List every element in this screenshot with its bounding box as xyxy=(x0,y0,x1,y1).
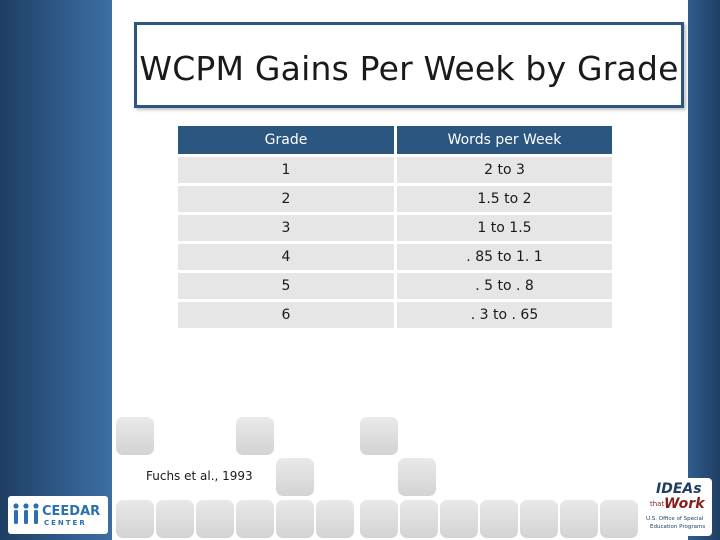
slide-title: WCPM Gains Per Week by Grade xyxy=(139,49,679,88)
grade-cell: 3 xyxy=(178,212,397,241)
decorative-block xyxy=(560,500,598,538)
title-box: WCPM Gains Per Week by Grade xyxy=(134,22,684,108)
table-row: 2 1.5 to 2 xyxy=(178,183,612,212)
decorative-block xyxy=(276,458,314,496)
ceedar-subtitle: CENTER xyxy=(44,519,87,527)
grade-cell: 6 xyxy=(178,299,397,328)
ideas-that-work-logo: IDEAs that Work U.S. Office of Special E… xyxy=(640,478,712,536)
words-cell: 1.5 to 2 xyxy=(397,183,612,212)
words-cell: . 85 to 1. 1 xyxy=(397,241,612,270)
ceedar-logo: CEEDAR CENTER xyxy=(8,496,108,534)
decorative-block xyxy=(520,500,558,538)
grade-cell: 4 xyxy=(178,241,397,270)
decorative-block xyxy=(236,417,274,455)
grade-cell: 1 xyxy=(178,154,397,183)
ideas-work: Work xyxy=(664,496,705,512)
table-row: 3 1 to 1.5 xyxy=(178,212,612,241)
decorative-block xyxy=(276,500,314,538)
table-row: 5 . 5 to . 8 xyxy=(178,270,612,299)
gains-table: Grade Words per Week 1 2 to 3 2 1.5 to 2… xyxy=(178,126,612,328)
words-cell: 2 to 3 xyxy=(397,154,612,183)
decorative-block xyxy=(398,458,436,496)
decorative-block xyxy=(316,500,354,538)
table-row: 1 2 to 3 xyxy=(178,154,612,183)
header-grade: Grade xyxy=(178,126,397,154)
ideas-that: that xyxy=(650,500,665,508)
decorative-block xyxy=(360,417,398,455)
citation: Fuchs et al., 1993 xyxy=(146,469,253,483)
grade-cell: 5 xyxy=(178,270,397,299)
ideas-caption-2: Education Programs xyxy=(650,524,706,530)
people-icon xyxy=(13,503,39,524)
words-cell: . 5 to . 8 xyxy=(397,270,612,299)
ideas-wordmark: IDEAs xyxy=(656,481,702,497)
table-header-row: Grade Words per Week xyxy=(178,126,612,154)
ceedar-wordmark: CEEDAR xyxy=(42,504,101,519)
words-cell: . 3 to . 65 xyxy=(397,299,612,328)
words-cell: 1 to 1.5 xyxy=(397,212,612,241)
decorative-block xyxy=(156,500,194,538)
right-decorative-bar xyxy=(688,0,720,540)
decorative-blocks xyxy=(112,415,688,540)
ideas-caption-1: U.S. Office of Special xyxy=(646,516,704,522)
grade-cell: 2 xyxy=(178,183,397,212)
decorative-block xyxy=(400,500,438,538)
table-row: 4 . 85 to 1. 1 xyxy=(178,241,612,270)
decorative-block xyxy=(600,500,638,538)
header-words-per-week: Words per Week xyxy=(397,126,612,154)
decorative-block xyxy=(116,500,154,538)
decorative-block xyxy=(116,417,154,455)
decorative-block xyxy=(440,500,478,538)
table-row: 6 . 3 to . 65 xyxy=(178,299,612,328)
decorative-block xyxy=(480,500,518,538)
decorative-block xyxy=(196,500,234,538)
decorative-block xyxy=(236,500,274,538)
decorative-block xyxy=(360,500,398,538)
left-decorative-bar xyxy=(0,0,112,540)
